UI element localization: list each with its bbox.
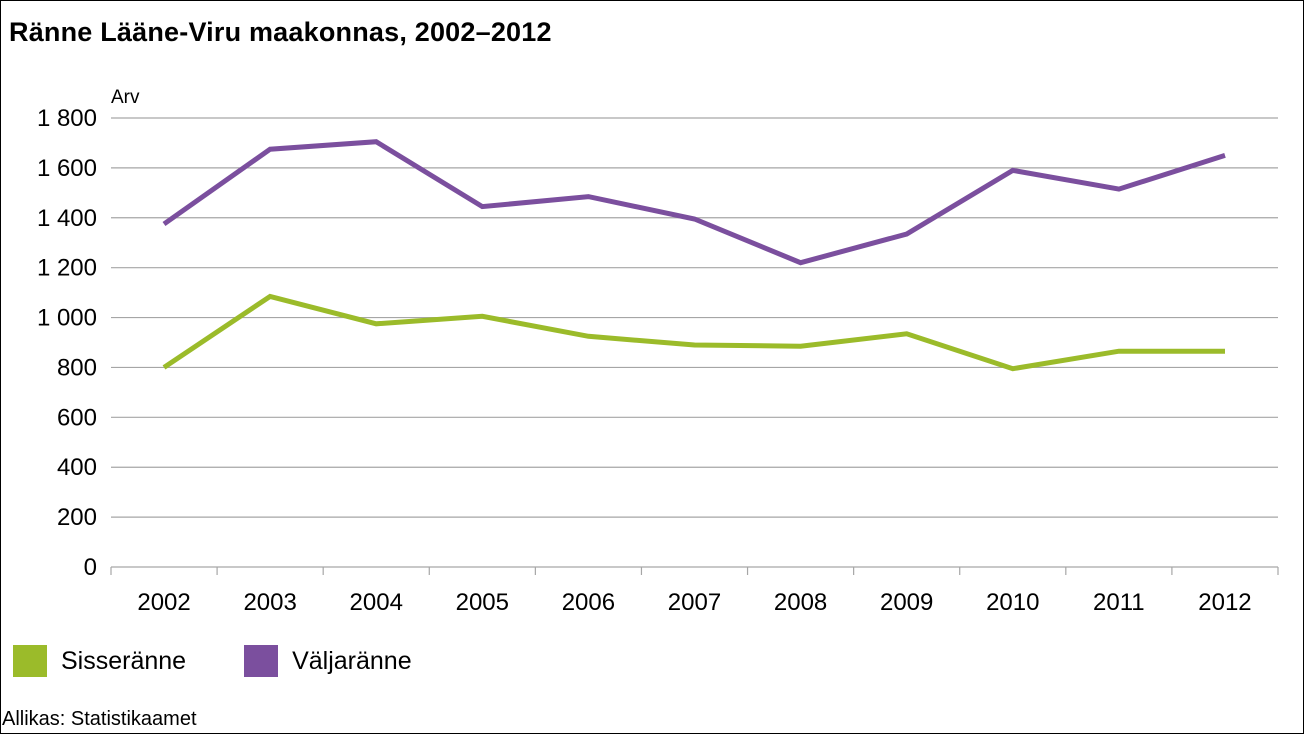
legend-label-valjaranne: Väljaränne <box>292 646 412 675</box>
x-tick-label-2008: 2008 <box>774 589 827 616</box>
x-tick-label-2002: 2002 <box>137 589 190 616</box>
y-tick-label: 1 000 <box>37 305 97 332</box>
y-axis-label: Arv <box>111 87 140 108</box>
chart-title: Ränne Lääne-Viru maakonnas, 2002–2012 <box>9 17 552 47</box>
x-tick-label-2005: 2005 <box>456 589 509 616</box>
x-tick-label-2006: 2006 <box>562 589 615 616</box>
x-tick-label-2003: 2003 <box>243 589 296 616</box>
x-tick-label-2010: 2010 <box>986 589 1039 616</box>
y-tick-label: 1 400 <box>37 205 97 232</box>
x-tick-label-2009: 2009 <box>880 589 933 616</box>
y-tick-label: 1 200 <box>37 255 97 282</box>
legend-swatch-valjaranne <box>244 645 279 677</box>
y-tick-label: 1 800 <box>37 105 97 132</box>
y-tick-label: 600 <box>57 404 97 431</box>
legend: Sisseränne Väljaränne <box>13 644 470 678</box>
legend-label-sisseranne: Sisseränne <box>61 646 187 675</box>
x-tick-label-2012: 2012 <box>1198 589 1251 616</box>
x-tick-label-2011: 2011 <box>1093 589 1145 616</box>
y-tick-label: 800 <box>57 354 97 381</box>
y-tick-label: 1 600 <box>37 155 97 182</box>
source-note: Allikas: Statistikaamet <box>2 708 197 730</box>
legend-item-valjaranne: Väljaränne <box>244 645 412 677</box>
gridlines <box>111 117 1278 518</box>
x-tick-labels: 2002 2003 2004 2005 2006 2007 2008 2009 2010 2011… <box>137 589 1251 616</box>
series-line-sisseranne <box>162 293 1225 372</box>
x-tick-label-2007: 2007 <box>668 589 721 616</box>
line-chart: Arv 0 200 400 600 800 1 000 1 200 1 400 1 600 1 8… <box>37 87 1279 616</box>
legend-swatch-sisseranne <box>13 645 47 677</box>
x-tick-label-2004: 2004 <box>350 589 403 616</box>
y-tick-label: 200 <box>57 504 97 531</box>
series-line-valjaranne <box>162 139 1226 266</box>
x-axis <box>110 566 1279 575</box>
y-tick-label: 0 <box>84 554 97 581</box>
series-lines <box>162 139 1226 372</box>
y-tick-labels: 0 200 400 600 800 1 000 1 200 1 400 1 600 1 800 <box>37 105 97 581</box>
y-tick-label: 400 <box>57 454 97 481</box>
legend-item-sisseranne: Sisseränne <box>13 645 186 677</box>
